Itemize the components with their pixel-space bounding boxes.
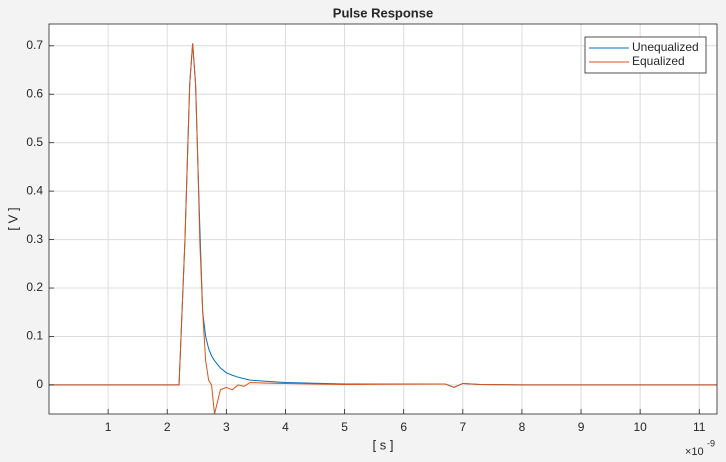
x-tick-label: 9	[578, 420, 585, 434]
x-exponent-base: ×10	[685, 446, 704, 458]
y-axis-label: [ V ]	[5, 207, 20, 230]
x-tick-label: 1	[105, 420, 112, 434]
x-tick-label: 3	[223, 420, 230, 434]
plot-area	[49, 24, 717, 414]
y-tick-label: 0.5	[26, 135, 43, 149]
x-exponent-power: -9	[707, 438, 715, 448]
y-tick-label: 0.7	[26, 38, 43, 52]
x-tick-label: 10	[633, 420, 647, 434]
y-tick-label: 0.4	[26, 183, 43, 197]
axes-box	[48, 23, 718, 415]
y-tick-label: 0.6	[26, 86, 43, 100]
legend-box	[584, 36, 707, 74]
x-axis-label: [ s ]	[373, 437, 394, 452]
x-tick-label: 5	[341, 420, 348, 434]
y-tick-label: 0.3	[26, 232, 43, 246]
legend-label: Unequalized	[632, 40, 699, 54]
y-tick-label: 0.1	[26, 329, 43, 343]
y-tick-label: 0.2	[26, 280, 43, 294]
chart-title: Pulse Response	[333, 5, 433, 20]
lines	[49, 43, 717, 414]
x-tick-label: 8	[519, 420, 526, 434]
series-line	[49, 43, 717, 414]
x-tick-label: 4	[282, 420, 289, 434]
x-tick-label: 7	[459, 420, 466, 434]
x-tick-label: 11	[693, 420, 706, 434]
legend-label: Equalized	[632, 54, 685, 68]
x-tick-label: 6	[400, 420, 407, 434]
x-tick-label: 2	[164, 420, 171, 434]
y-tick-label: 0	[36, 377, 43, 391]
